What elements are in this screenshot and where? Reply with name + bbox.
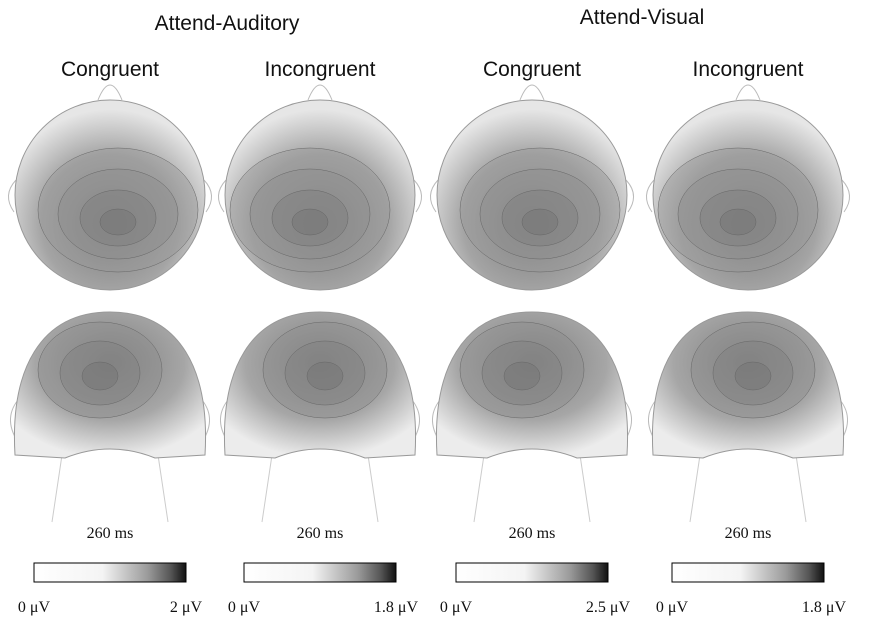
scale-max: 2.5 μV [586,599,631,616]
time-label: 260 ms [509,525,556,542]
scale-min: 0 μV [228,599,261,616]
neck [690,455,806,522]
scale-max: 1.8 μV [802,599,847,616]
scale-min: 0 μV [440,599,473,616]
contour [720,209,756,235]
contour [735,362,771,390]
figure: Attend-Auditory Attend-Visual Congruent 2… [0,0,872,622]
contour [307,362,343,390]
color-bar [672,563,824,582]
time-label: 260 ms [725,525,772,542]
scale-max: 1.8 μV [374,599,419,616]
contour [504,362,540,390]
neck [52,455,168,522]
condition-label: Incongruent [265,58,376,81]
scale-min: 0 μV [656,599,689,616]
time-label: 260 ms [87,525,134,542]
color-bar [456,563,608,582]
scale-min: 0 μV [18,599,51,616]
nose [98,85,122,100]
scale-max: 2 μV [170,599,203,616]
contour [292,209,328,235]
neck [474,455,590,522]
color-bar [244,563,396,582]
contour [522,209,558,235]
condition-label: Congruent [483,58,581,81]
color-bar [34,563,186,582]
nose [308,85,332,100]
contour [82,362,118,390]
contour [100,209,136,235]
condition-label: Incongruent [693,58,804,81]
group-title: Attend-Auditory [155,12,300,35]
time-label: 260 ms [297,525,344,542]
nose [736,85,760,100]
condition-label: Congruent [61,58,159,81]
nose [520,85,544,100]
group-title: Attend-Visual [580,6,705,29]
neck [262,455,378,522]
